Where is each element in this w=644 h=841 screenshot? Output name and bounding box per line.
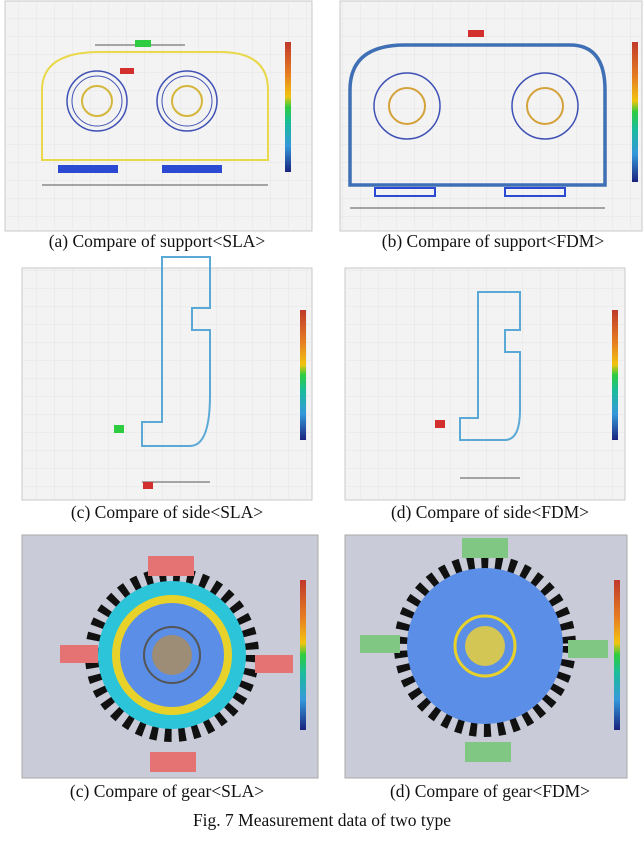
panel-image: [4, 0, 313, 232]
panel-image: [344, 267, 626, 501]
panel-caption: (c) Compare of gear<SLA>: [70, 781, 264, 801]
panel-caption: (c) Compare of side<SLA>: [71, 502, 263, 522]
panel-image: [21, 256, 313, 501]
panel-image: [344, 534, 628, 779]
panel-caption: (d) Compare of gear<FDM>: [390, 781, 590, 801]
figure-caption: Fig. 7 Measurement data of two type: [193, 810, 451, 830]
panel-caption: (a) Compare of support<SLA>: [49, 231, 266, 251]
panel-caption: (b) Compare of support<FDM>: [382, 231, 605, 251]
panel-caption: (d) Compare of side<FDM>: [391, 502, 589, 522]
panel-image: [21, 534, 319, 779]
panel-image: [339, 0, 643, 232]
